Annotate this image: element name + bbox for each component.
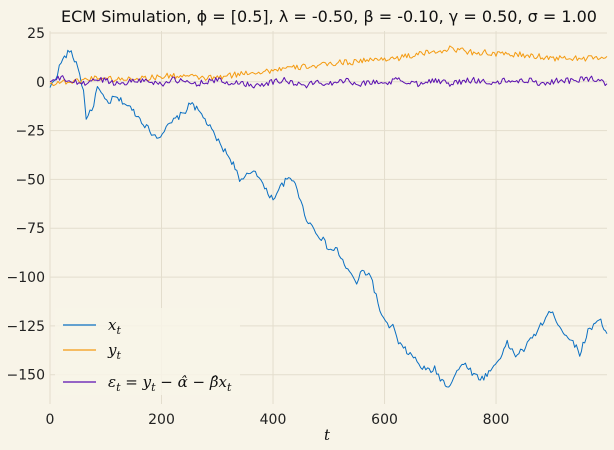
chart-title: ECM Simulation, ϕ = [0.5], λ = -0.50, β … bbox=[61, 7, 597, 26]
legend-label: xt bbox=[108, 316, 121, 337]
y-tick-label: −75 bbox=[15, 221, 45, 237]
series-line bbox=[49, 49, 608, 388]
x-axis-label: t bbox=[324, 426, 331, 444]
legend-label: yt bbox=[107, 341, 121, 362]
x-tick-labels: 0 200 400 600 800 bbox=[46, 412, 510, 428]
x-tick-label: 600 bbox=[371, 412, 398, 428]
legend-box bbox=[55, 308, 240, 395]
y-tick-label: −125 bbox=[7, 319, 45, 335]
y-tick-label: −25 bbox=[15, 124, 45, 140]
series-line bbox=[49, 75, 608, 89]
y-tick-label: 25 bbox=[27, 26, 45, 42]
legend: xt yt εt = yt − α̂ − β̂xt bbox=[55, 308, 240, 395]
y-tick-label: −150 bbox=[7, 368, 45, 384]
y-tick-label: 0 bbox=[36, 75, 45, 91]
y-tick-labels: 25 0 −25 −50 −75 −100 −125 −150 bbox=[7, 26, 45, 384]
y-tick-label: −50 bbox=[15, 172, 45, 188]
x-tick-label: 0 bbox=[46, 412, 55, 428]
series-line bbox=[49, 45, 608, 87]
series-lines bbox=[49, 45, 608, 388]
x-tick-label: 400 bbox=[260, 412, 287, 428]
grid bbox=[49, 31, 607, 404]
legend-label: εt = yt − α̂ − β̂xt bbox=[108, 373, 232, 394]
y-tick-label: −100 bbox=[7, 270, 45, 286]
x-tick-label: 800 bbox=[483, 412, 510, 428]
x-tick-label: 200 bbox=[148, 412, 175, 428]
